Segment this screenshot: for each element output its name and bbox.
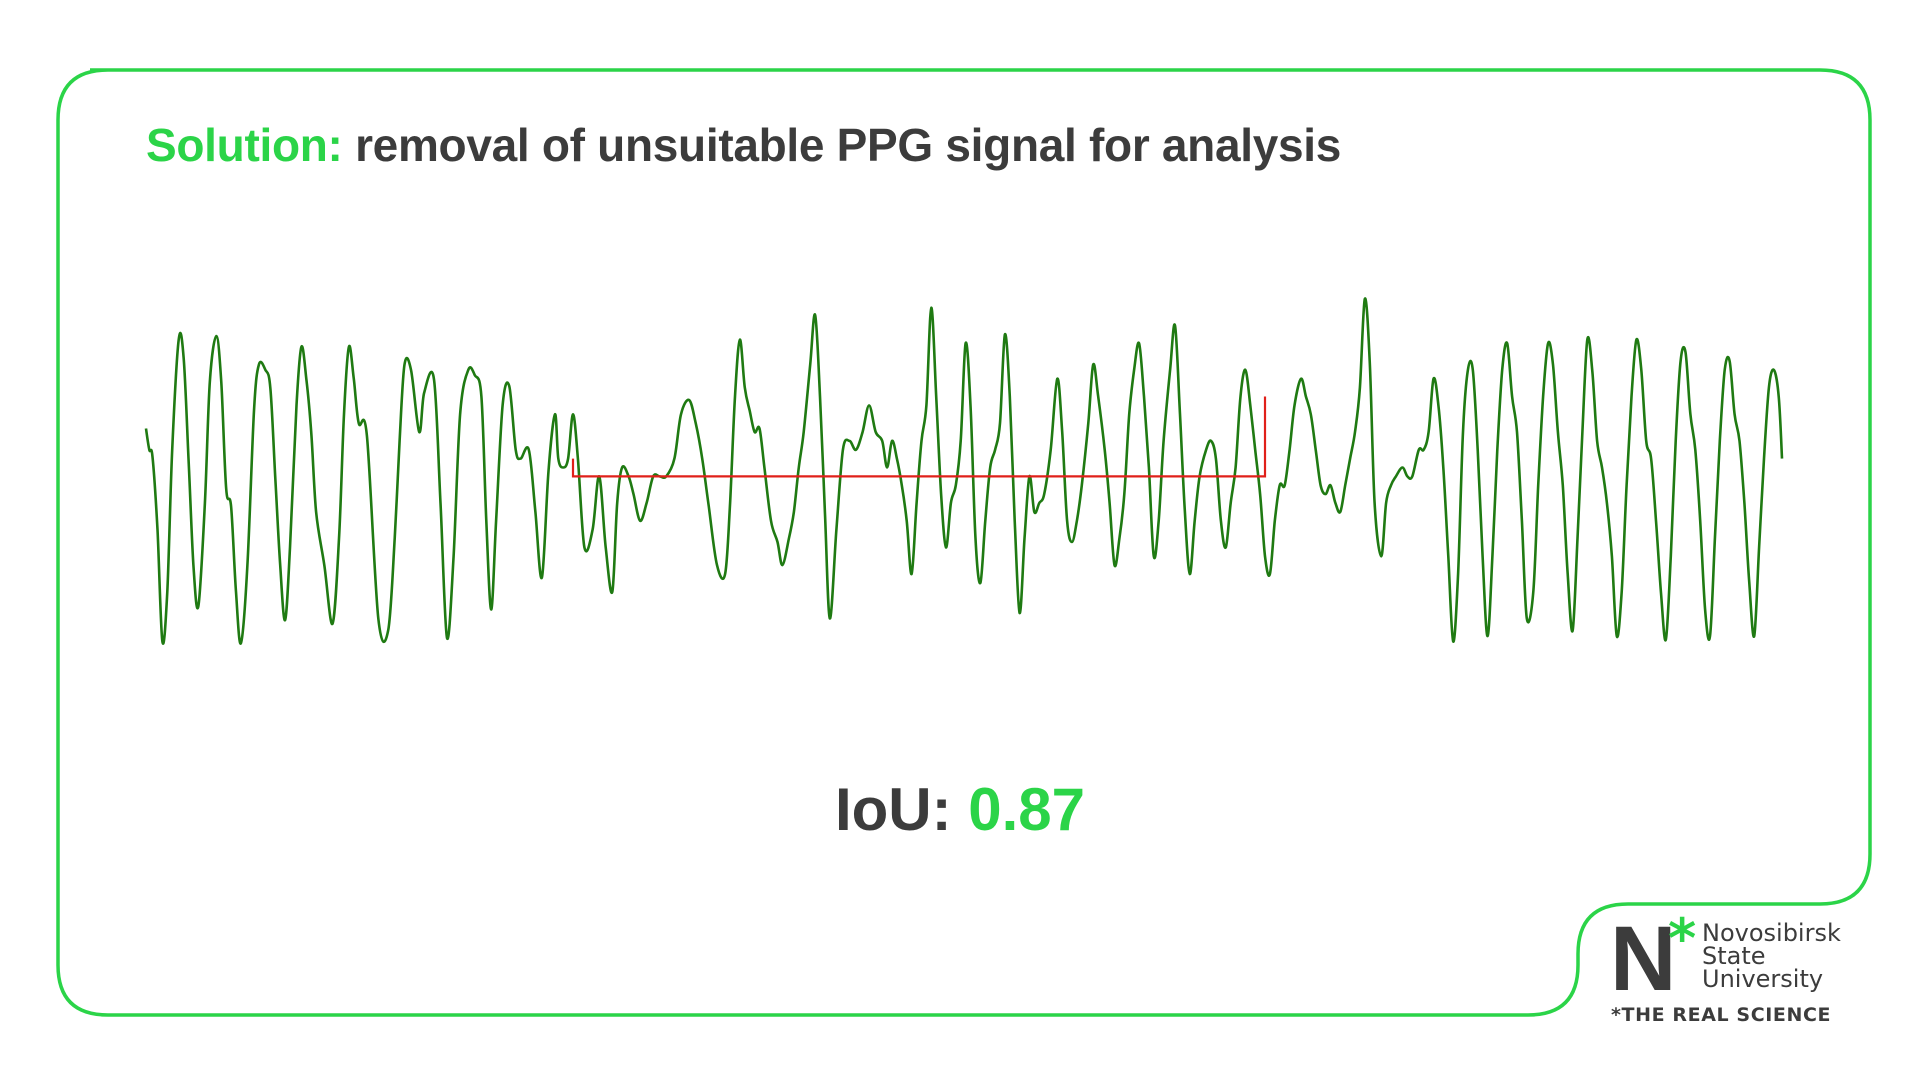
logo-university-name: Novosibirsk State University	[1702, 919, 1841, 993]
logo-letter: N	[1610, 908, 1676, 1010]
slide-title: Solution: removal of unsuitable PPG sign…	[146, 118, 1341, 172]
logo-name-line: University	[1702, 965, 1824, 993]
logo-name-line: State	[1702, 942, 1766, 970]
iou-label: IoU:	[834, 776, 952, 843]
ppg-signal-line	[144, 297, 1784, 645]
mask-annotation-layer	[571, 396, 1267, 478]
title-text: removal of unsuitable PPG signal for ana…	[355, 119, 1342, 171]
logo-name-line: Novosibirsk	[1702, 919, 1841, 947]
university-logo: N * Novosibirsk State University *THE RE…	[1610, 908, 1910, 1028]
signal-series-layer	[144, 297, 1784, 645]
iou-value: 0.87	[968, 776, 1086, 843]
logo-tagline: *THE REAL SCIENCE	[1611, 1004, 1832, 1026]
card-border	[56, 68, 1872, 1017]
title-prefix: Solution:	[146, 119, 343, 171]
iou-metric: IoU: 0.87	[0, 775, 1920, 844]
unsuitable-segment-mask	[571, 396, 1267, 478]
logo-star-icon: *	[1668, 907, 1697, 970]
